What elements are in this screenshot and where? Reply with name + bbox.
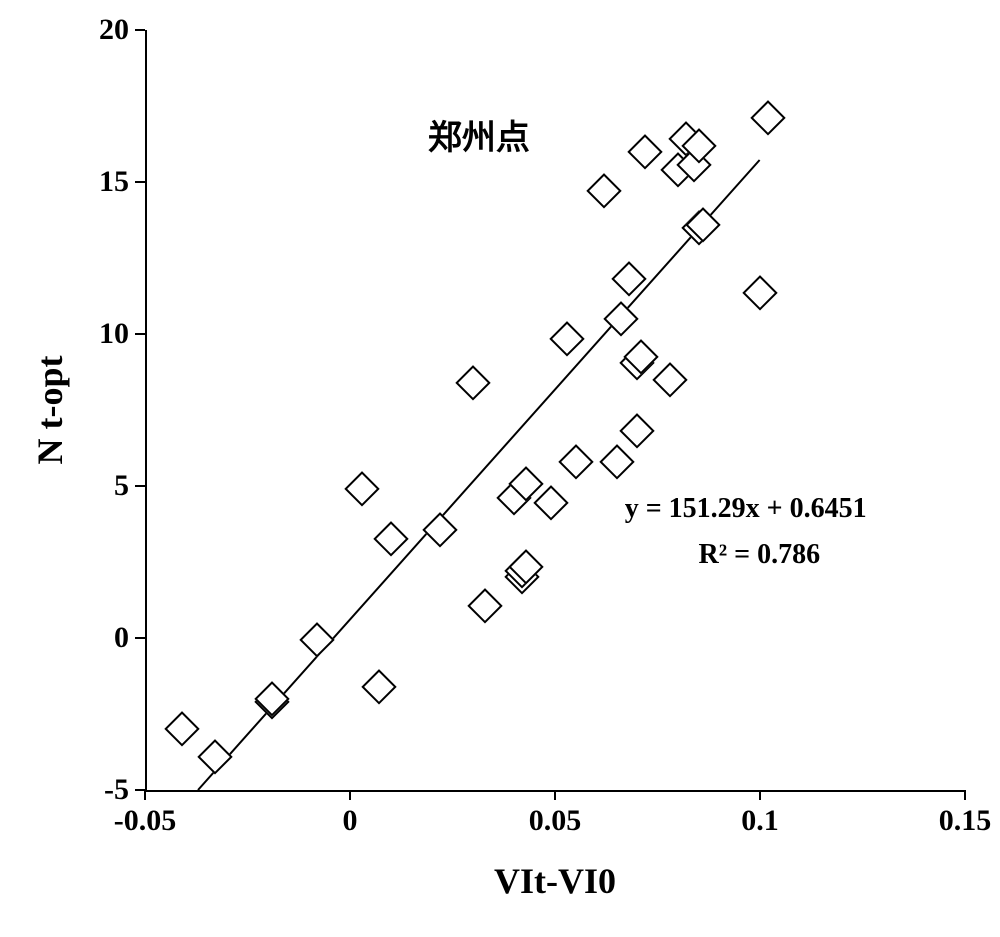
x-tick <box>144 790 146 800</box>
r-squared-text: R² = 0.786 <box>699 539 821 571</box>
equation-text: y = 151.29x + 0.6451 <box>625 493 867 525</box>
plot-area <box>145 30 965 790</box>
y-tick <box>135 29 145 31</box>
y-axis-title: N t-opt <box>29 356 71 465</box>
y-tick <box>135 181 145 183</box>
y-tick <box>135 637 145 639</box>
x-tick-label: 0.05 <box>529 804 582 838</box>
x-tick-label: 0.1 <box>741 804 779 838</box>
y-tick-label: 5 <box>114 469 129 503</box>
y-tick-label: 0 <box>114 621 129 655</box>
y-tick <box>135 485 145 487</box>
x-tick-label: 0 <box>343 804 358 838</box>
x-tick <box>964 790 966 800</box>
x-tick-label: 0.15 <box>939 804 992 838</box>
chart-title: 郑州点 <box>428 110 530 159</box>
x-tick-label: -0.05 <box>114 804 177 838</box>
x-tick <box>759 790 761 800</box>
x-tick <box>554 790 556 800</box>
y-tick-label: 15 <box>99 165 129 199</box>
x-axis-title: VIt-VI0 <box>494 860 616 902</box>
y-axis-line <box>145 30 147 790</box>
y-tick <box>135 333 145 335</box>
x-tick <box>349 790 351 800</box>
y-tick-label: 10 <box>99 317 129 351</box>
y-tick-label: -5 <box>104 773 129 807</box>
scatter-chart: -5 0 5 10 15 20 -0.05 0 0.05 0.1 0.15 N t-opt VIt… <box>0 0 1000 937</box>
y-tick-label: 20 <box>99 13 129 47</box>
